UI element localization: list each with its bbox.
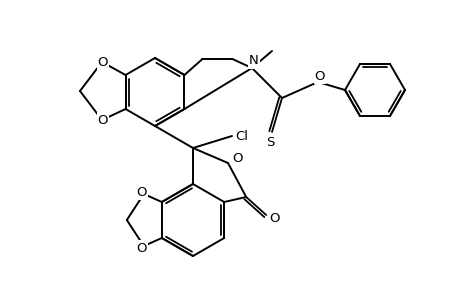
Text: S: S [265, 136, 274, 148]
Text: O: O [98, 56, 108, 68]
Text: O: O [232, 152, 243, 166]
Text: N: N [249, 55, 258, 68]
Text: O: O [136, 185, 147, 199]
Text: O: O [136, 242, 147, 254]
Text: O: O [98, 113, 108, 127]
Text: O: O [269, 212, 279, 224]
Text: O: O [314, 70, 325, 83]
Text: Cl: Cl [235, 130, 248, 143]
